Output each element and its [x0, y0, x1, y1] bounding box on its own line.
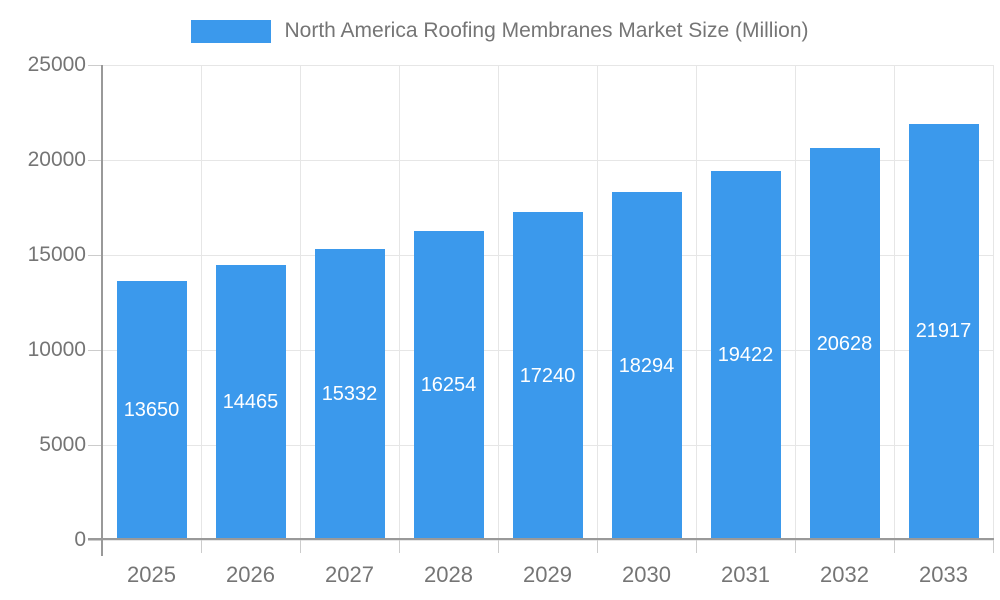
y-tick-label: 5000	[39, 433, 86, 456]
bar[interactable]: 20628	[809, 148, 880, 540]
x-axis-label: 2029	[523, 562, 572, 587]
bar-value-label: 13650	[123, 398, 180, 421]
bar[interactable]: 19422	[710, 170, 781, 540]
bar-value-label: 17240	[519, 364, 576, 387]
bar-value-label: 21917	[915, 320, 972, 343]
v-gridline	[596, 65, 598, 540]
x-tick	[497, 540, 499, 553]
x-tick	[200, 540, 202, 553]
v-gridline	[992, 65, 994, 540]
x-axis-label: 2026	[226, 562, 275, 587]
y-tick	[88, 444, 102, 446]
bar-value-label: 20628	[816, 332, 873, 355]
x-axis-label: 2032	[820, 562, 869, 587]
x-tick	[794, 540, 796, 553]
x-axis-label: 2033	[919, 562, 968, 587]
y-axis-line	[101, 65, 103, 556]
v-gridline	[893, 65, 895, 540]
h-gridline	[102, 539, 993, 541]
h-gridline	[102, 64, 993, 66]
x-tick	[992, 540, 994, 553]
v-gridline	[497, 65, 499, 540]
bar[interactable]: 15332	[314, 248, 385, 540]
bar-value-label: 15332	[321, 382, 378, 405]
v-gridline	[398, 65, 400, 540]
y-tick-label: 0	[74, 528, 86, 551]
y-tick-label: 15000	[27, 243, 86, 266]
bar[interactable]: 18294	[611, 192, 682, 540]
x-tick	[695, 540, 697, 553]
v-gridline	[794, 65, 796, 540]
legend[interactable]: North America Roofing Membranes Market S…	[0, 16, 1000, 46]
bar-value-label: 18294	[618, 354, 675, 377]
x-tick	[596, 540, 598, 553]
bar[interactable]: 17240	[512, 212, 583, 540]
bar[interactable]: 16254	[413, 231, 484, 540]
y-tick	[88, 254, 102, 256]
y-tick-label: 25000	[27, 53, 86, 76]
x-axis-label: 2027	[325, 562, 374, 587]
bar[interactable]: 21917	[908, 123, 979, 540]
x-tick	[299, 540, 301, 553]
y-tick	[88, 349, 102, 351]
bar[interactable]: 14465	[215, 265, 286, 540]
v-gridline	[200, 65, 202, 540]
v-gridline	[299, 65, 301, 540]
x-axis-label: 2030	[622, 562, 671, 587]
bar-value-label: 16254	[420, 374, 477, 397]
x-axis-label: 2031	[721, 562, 770, 587]
y-tick-label: 20000	[27, 148, 86, 171]
x-axis-line	[88, 538, 994, 540]
h-gridline	[102, 159, 993, 161]
y-tick	[88, 539, 102, 541]
x-tick	[398, 540, 400, 553]
x-axis-label: 2028	[424, 562, 473, 587]
legend-label: North America Roofing Membranes Market S…	[284, 19, 809, 42]
v-gridline	[695, 65, 697, 540]
x-axis-label: 2025	[127, 562, 176, 587]
legend-swatch	[191, 19, 272, 43]
x-tick	[893, 540, 895, 553]
y-tick	[88, 64, 102, 66]
y-tick-label: 10000	[27, 338, 86, 361]
bar-value-label: 19422	[717, 343, 774, 366]
bar-value-label: 14465	[222, 391, 279, 414]
bar[interactable]: 13650	[116, 280, 187, 540]
plot-area: 0 5000 10000 15000 20000 25000 13650 2025 14465 2…	[28, 53, 994, 587]
y-tick	[88, 159, 102, 161]
